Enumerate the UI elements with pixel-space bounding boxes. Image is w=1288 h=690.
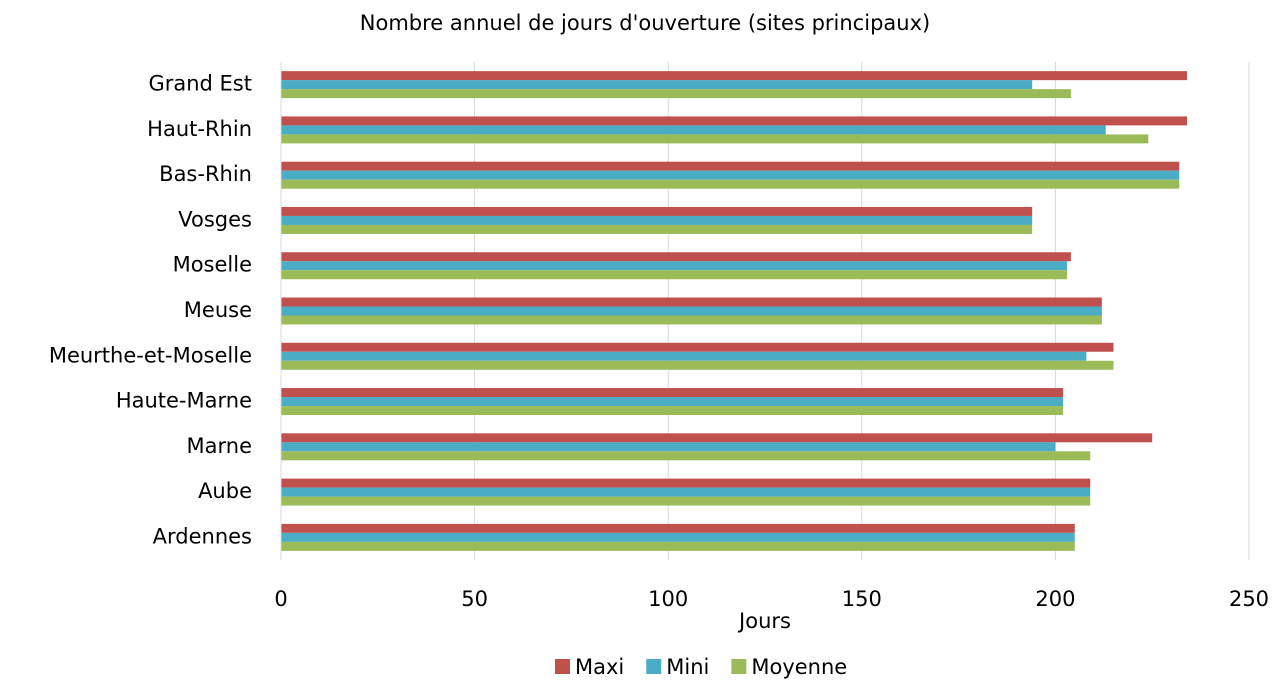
- legend-label: Maxi: [575, 655, 624, 679]
- bar: [281, 206, 1033, 216]
- bar: [281, 125, 1106, 135]
- bar: [281, 170, 1180, 180]
- bar: [281, 351, 1087, 361]
- y-tick-label: Moselle: [173, 253, 252, 277]
- y-tick-label: Grand Est: [148, 72, 252, 96]
- bar: [281, 252, 1071, 262]
- bar: [281, 134, 1149, 144]
- legend-label: Mini: [666, 655, 709, 679]
- y-tick-label: Haut-Rhin: [147, 117, 252, 141]
- x-tick-label: 50: [461, 587, 488, 611]
- bar: [281, 406, 1064, 416]
- bar: [281, 306, 1102, 316]
- bar: [281, 541, 1075, 551]
- bar: [281, 342, 1114, 352]
- bar: [281, 224, 1033, 234]
- bar: [281, 215, 1033, 225]
- bar: [281, 315, 1102, 325]
- bar: [281, 478, 1091, 488]
- bar: [281, 161, 1180, 171]
- bar: [281, 442, 1056, 452]
- bar: [281, 71, 1188, 81]
- x-tick-label: 100: [648, 587, 688, 611]
- bar: [281, 116, 1188, 126]
- bar: [281, 523, 1075, 533]
- y-tick-label: Marne: [187, 434, 252, 458]
- bar: [281, 297, 1102, 307]
- x-tick-label: 250: [1229, 587, 1269, 611]
- bar: [281, 179, 1180, 189]
- bar: [281, 80, 1033, 90]
- bar: [281, 360, 1114, 370]
- y-tick-label: Vosges: [178, 207, 252, 231]
- y-tick-label: Bas-Rhin: [159, 162, 252, 186]
- y-tick-label: Haute-Marne: [116, 389, 252, 413]
- y-tick-label: Ardennes: [153, 524, 252, 548]
- x-tick-label: 0: [274, 587, 287, 611]
- bar: [281, 496, 1091, 506]
- y-tick-label: Aube: [198, 479, 252, 503]
- x-axis-label: Jours: [737, 609, 791, 633]
- chart-title: Nombre annuel de jours d'ouverture (site…: [360, 11, 930, 35]
- bar: [281, 89, 1071, 99]
- bar: [281, 270, 1068, 280]
- bar: [281, 451, 1091, 461]
- legend-swatch: [646, 659, 662, 674]
- x-tick-label: 200: [1035, 587, 1075, 611]
- y-tick-label: Meuse: [184, 298, 252, 322]
- legend-label: Moyenne: [751, 655, 847, 679]
- bar: [281, 433, 1153, 443]
- bar: [281, 532, 1075, 542]
- y-tick-label: Meurthe-et-Moselle: [49, 343, 252, 367]
- bar: [281, 388, 1064, 398]
- x-tick-label: 150: [842, 587, 882, 611]
- bar: [281, 261, 1068, 271]
- bar: [281, 487, 1091, 497]
- legend-swatch: [555, 659, 570, 674]
- legend-swatch: [731, 659, 747, 674]
- bar: [281, 397, 1064, 407]
